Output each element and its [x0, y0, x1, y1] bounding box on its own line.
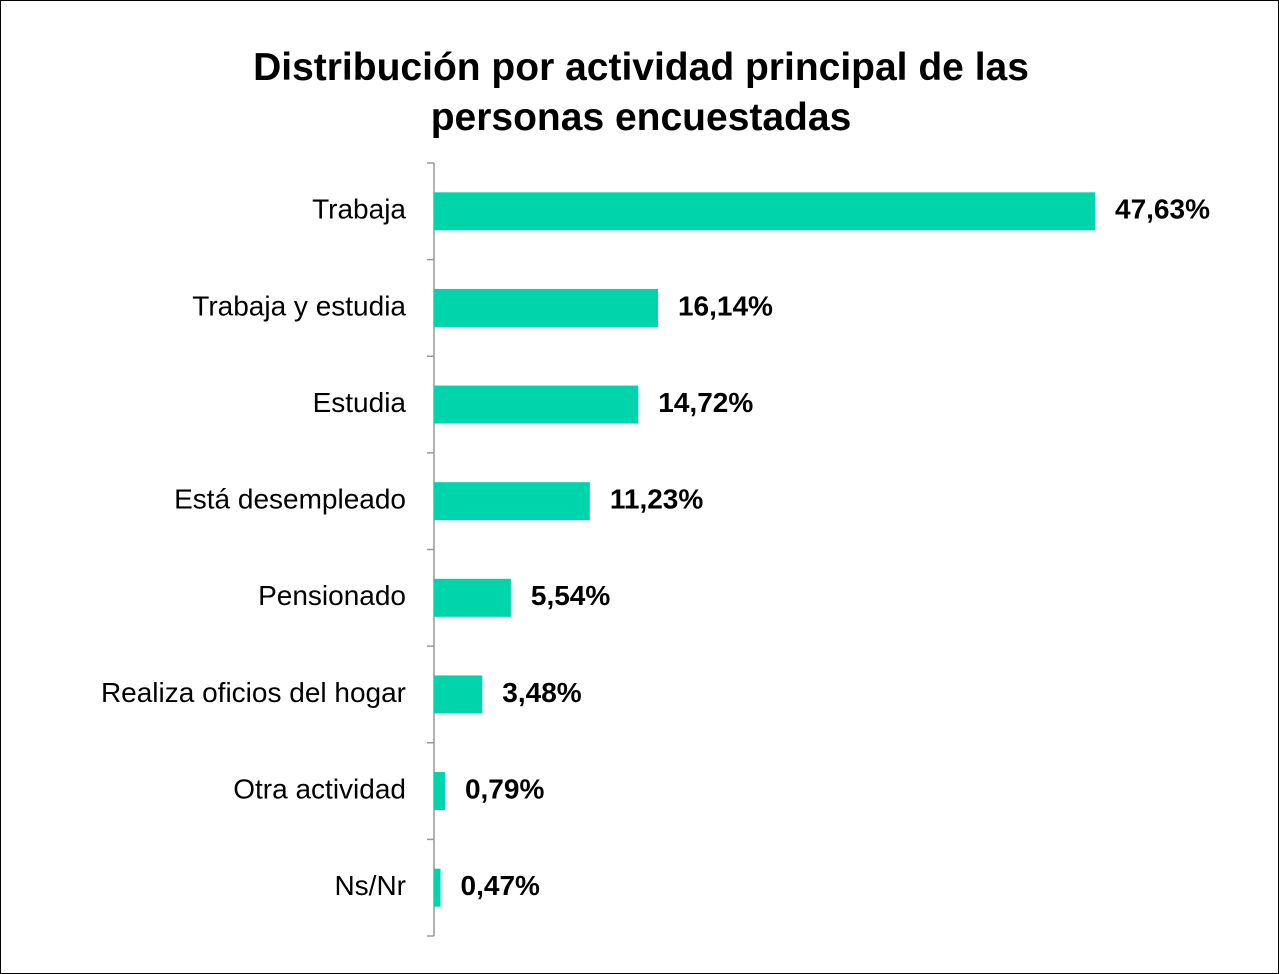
bar	[434, 675, 483, 714]
y-tick-label: Ns/Nr	[334, 870, 406, 901]
y-tick-label: Realiza oficios del hogar	[101, 677, 406, 708]
value-label: 47,63%	[1115, 194, 1210, 225]
y-tick-label: Pensionado	[258, 580, 406, 611]
bar	[434, 772, 445, 811]
bar	[434, 482, 590, 521]
y-tick-label: Está desempleado	[174, 484, 406, 515]
bar	[434, 192, 1095, 231]
value-label: 16,14%	[678, 290, 773, 321]
bar	[434, 288, 658, 327]
bar	[434, 385, 639, 424]
value-label: 14,72%	[658, 387, 753, 418]
value-label: 0,47%	[461, 870, 540, 901]
chart-title: Distribución por actividad principal de …	[253, 46, 1029, 139]
y-tick-label: Trabaja	[312, 194, 406, 225]
y-tick-label: Otra actividad	[233, 773, 406, 804]
bar	[434, 868, 441, 907]
value-label: 3,48%	[502, 677, 581, 708]
value-label: 11,23%	[610, 484, 704, 515]
value-label: 5,54%	[531, 580, 610, 611]
value-label: 0,79%	[465, 773, 544, 804]
bar	[434, 578, 511, 617]
y-tick-label: Trabaja y estudia	[192, 290, 406, 321]
y-tick-label: Estudia	[313, 387, 407, 418]
